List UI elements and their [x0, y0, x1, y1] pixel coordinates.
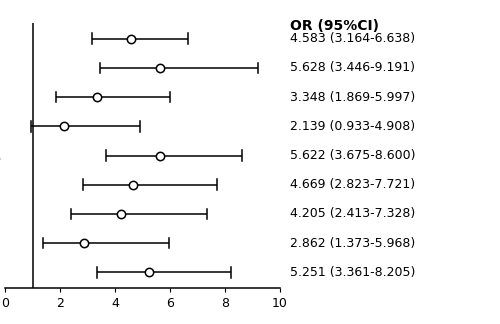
Text: 5.622 (3.675-8.600): 5.622 (3.675-8.600): [290, 149, 416, 162]
Text: OR (95%CI): OR (95%CI): [290, 19, 379, 33]
Text: 4.205 (2.413-7.328): 4.205 (2.413-7.328): [290, 207, 416, 220]
Text: 3.348 (1.869-5.997): 3.348 (1.869-5.997): [290, 91, 416, 104]
Text: 5.251 (3.361-8.205): 5.251 (3.361-8.205): [290, 266, 416, 279]
Text: 4.583 (3.164-6.638): 4.583 (3.164-6.638): [290, 32, 415, 45]
Text: 5.628 (3.446-9.191): 5.628 (3.446-9.191): [290, 62, 415, 75]
Text: 2.139 (0.933-4.908): 2.139 (0.933-4.908): [290, 120, 415, 133]
Text: 4.669 (2.823-7.721): 4.669 (2.823-7.721): [290, 178, 415, 191]
Text: 2.862 (1.373-5.968): 2.862 (1.373-5.968): [290, 237, 416, 249]
